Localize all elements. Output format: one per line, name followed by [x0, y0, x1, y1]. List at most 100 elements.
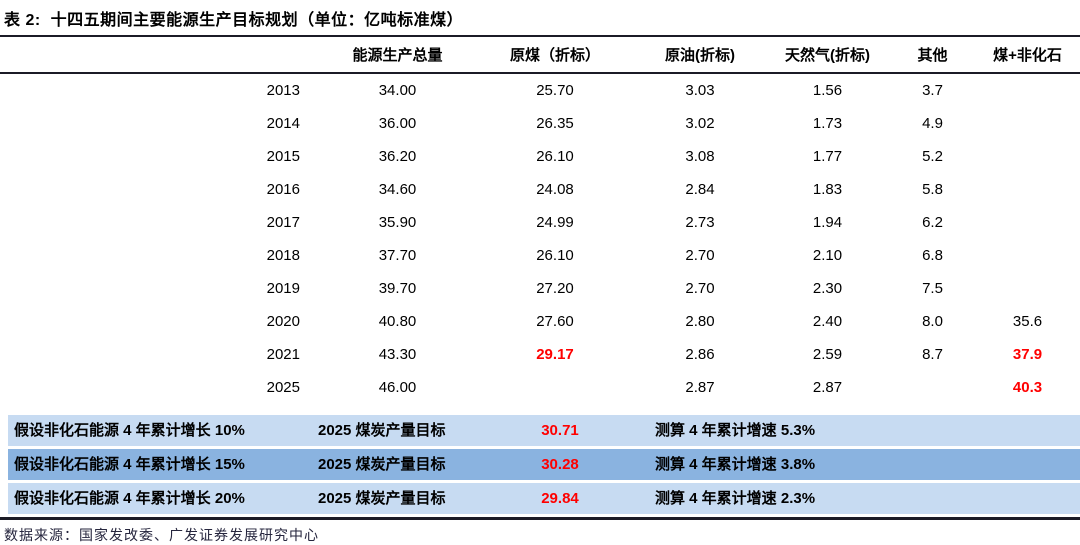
cell-oil: 2.86	[685, 346, 715, 363]
cell-other: 8.7	[922, 346, 943, 363]
table-header-row: 能源生产总量 原煤（折标） 原油(折标) 天然气(折标) 其他 煤+非化石	[0, 37, 1080, 74]
cell-coal: 24.99	[536, 214, 574, 231]
scenario-growth-rate: 测算 4 年累计增速 2.3%	[655, 490, 816, 507]
table-row-2021: 2021 43.30 29.17 2.86 2.59 8.7 37.9	[0, 338, 1080, 371]
scenario-row-2: 假设非化石能源 4 年累计增长 15% 2025 煤炭产量目标 30.28 测算 4 …	[8, 449, 1080, 480]
cell-coal: 24.08	[536, 181, 574, 198]
column-header-gas: 天然气(折标)	[785, 47, 870, 64]
scenario-coal-target-value: 30.28	[541, 456, 579, 473]
table-title-bar: 表 2: 十四五期间主要能源生产目标规划（单位：亿吨标准煤）	[0, 0, 1080, 37]
column-header-total: 能源生产总量	[352, 47, 443, 64]
scenario-growth-rate: 测算 4 年累计增速 5.3%	[655, 422, 816, 439]
cell-coal: 29.17	[536, 346, 574, 363]
cell-total: 34.60	[378, 181, 417, 198]
scenario-target-label: 2025 煤炭产量目标	[318, 422, 446, 439]
scenario-growth-rate: 测算 4 年累计增速 3.8%	[655, 456, 816, 473]
cell-coal: 25.70	[536, 82, 574, 99]
cell-year: 2020	[266, 313, 300, 330]
cell-year: 2016	[266, 181, 300, 198]
cell-year: 2015	[266, 148, 300, 165]
cell-gas: 1.73	[812, 115, 843, 132]
cell-year: 2021	[266, 346, 300, 363]
scenario-coal-target-value: 30.71	[541, 422, 579, 439]
table-row-2019: 2019 39.70 27.20 2.70 2.30 7.5	[0, 272, 1080, 305]
scenario-assumption: 假设非化石能源 4 年累计增长 10%	[14, 422, 245, 439]
scenario-row-1: 假设非化石能源 4 年累计增长 10% 2025 煤炭产量目标 30.71 测算 4 …	[8, 415, 1080, 446]
table-row-2025: 2025 46.00 2.87 2.87 40.3	[0, 371, 1080, 404]
cell-year: 2018	[266, 247, 300, 264]
cell-total: 36.20	[378, 148, 417, 165]
cell-year: 2025	[266, 379, 300, 396]
scenario-assumption: 假设非化石能源 4 年累计增长 15%	[14, 456, 245, 473]
cell-coal_nonfossil	[975, 272, 1080, 305]
cell-other: 5.2	[922, 148, 943, 165]
cell-coal: 26.10	[536, 148, 574, 165]
cell-total: 39.70	[378, 280, 417, 297]
cell-other: 6.8	[922, 247, 943, 264]
cell-gas: 1.83	[812, 181, 843, 198]
cell-total: 36.00	[378, 115, 417, 132]
cell-oil: 3.08	[685, 148, 715, 165]
cell-coal_nonfossil	[975, 107, 1080, 140]
table-bottom-rule	[0, 517, 1080, 520]
cell-gas: 2.87	[812, 379, 843, 396]
cell-other	[890, 371, 975, 404]
cell-total: 34.00	[378, 82, 417, 99]
table-body: 2013 34.00 25.70 3.03 1.56 3.7 2014 36.00 26.35 3…	[0, 74, 1080, 404]
cell-oil: 3.03	[685, 82, 715, 99]
cell-coal_nonfossil	[975, 74, 1080, 107]
cell-other: 3.7	[922, 82, 943, 99]
cell-coal	[475, 371, 635, 404]
cell-coal_nonfossil	[975, 206, 1080, 239]
table-row-2015: 2015 36.20 26.10 3.08 1.77 5.2	[0, 140, 1080, 173]
cell-coal: 26.10	[536, 247, 574, 264]
cell-total: 35.90	[378, 214, 417, 231]
column-header-coal_nonfossil: 煤+非化石	[993, 47, 1062, 64]
table-row-2014: 2014 36.00 26.35 3.02 1.73 4.9	[0, 107, 1080, 140]
cell-gas: 1.56	[812, 82, 843, 99]
cell-oil: 2.87	[685, 379, 715, 396]
cell-coal_nonfossil	[975, 239, 1080, 272]
cell-oil: 2.80	[685, 313, 715, 330]
table-row-2020: 2020 40.80 27.60 2.80 2.40 8.0 35.6	[0, 305, 1080, 338]
cell-total: 46.00	[378, 379, 417, 396]
scenario-target-label: 2025 煤炭产量目标	[318, 456, 446, 473]
cell-gas: 2.30	[812, 280, 843, 297]
scenario-block: 假设非化石能源 4 年累计增长 10% 2025 煤炭产量目标 30.71 测算 4 …	[8, 415, 1080, 514]
cell-other: 6.2	[922, 214, 943, 231]
table-row-2016: 2016 34.60 24.08 2.84 1.83 5.8	[0, 173, 1080, 206]
cell-oil: 2.73	[685, 214, 715, 231]
cell-gas: 2.40	[812, 313, 843, 330]
cell-oil: 2.84	[685, 181, 715, 198]
cell-coal: 27.20	[536, 280, 574, 297]
scenario-assumption: 假设非化石能源 4 年累计增长 20%	[14, 490, 245, 507]
cell-coal_nonfossil: 40.3	[1012, 379, 1043, 396]
cell-gas: 2.59	[812, 346, 843, 363]
cell-total: 43.30	[378, 346, 417, 363]
cell-coal_nonfossil: 35.6	[1012, 313, 1043, 330]
scenario-row-3: 假设非化石能源 4 年累计增长 20% 2025 煤炭产量目标 29.84 测算 4 …	[8, 483, 1080, 514]
table-row-2017: 2017 35.90 24.99 2.73 1.94 6.2	[0, 206, 1080, 239]
table-row-2013: 2013 34.00 25.70 3.03 1.56 3.7	[0, 74, 1080, 107]
column-header-other: 其他	[917, 47, 948, 64]
column-header-oil: 原油(折标)	[665, 47, 735, 64]
table-row-2018: 2018 37.70 26.10 2.70 2.10 6.8	[0, 239, 1080, 272]
cell-coal: 26.35	[536, 115, 574, 132]
cell-coal_nonfossil	[975, 140, 1080, 173]
cell-oil: 2.70	[685, 247, 715, 264]
column-header-coal: 原煤（折标）	[509, 47, 600, 64]
cell-coal: 27.60	[536, 313, 574, 330]
cell-other: 5.8	[922, 181, 943, 198]
scenario-target-label: 2025 煤炭产量目标	[318, 490, 446, 507]
cell-year: 2019	[266, 280, 300, 297]
cell-year: 2017	[266, 214, 300, 231]
data-source-note: 数据来源：国家发改委、广发证券发展研究中心	[4, 529, 319, 544]
cell-gas: 1.94	[812, 214, 843, 231]
table-title: 表 2: 十四五期间主要能源生产目标规划（单位：亿吨标准煤）	[4, 11, 464, 29]
cell-year: 2014	[266, 115, 300, 132]
cell-year: 2013	[266, 82, 300, 99]
cell-gas: 2.10	[812, 247, 843, 264]
cell-other: 7.5	[922, 280, 943, 297]
cell-other: 8.0	[922, 313, 943, 330]
